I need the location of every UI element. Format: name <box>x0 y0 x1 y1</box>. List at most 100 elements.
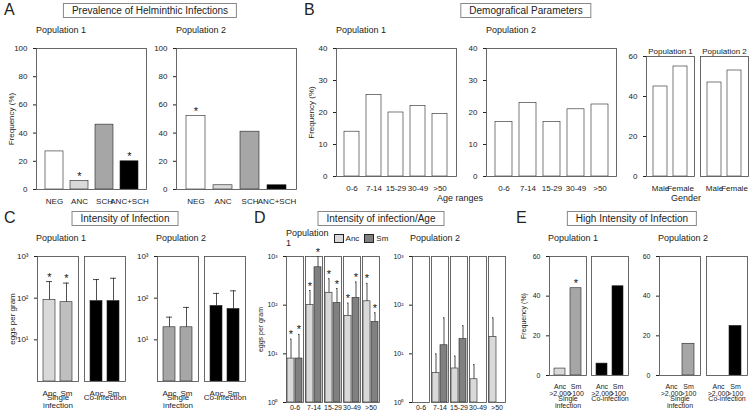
svg-text:Frequency (%): Frequency (%) <box>7 92 16 145</box>
svg-text:40: 40 <box>533 292 541 299</box>
svg-text:20: 20 <box>629 132 638 141</box>
svg-text:10²: 10² <box>267 301 278 308</box>
svg-text:30: 30 <box>319 76 328 85</box>
svg-text:Population 2: Population 2 <box>702 47 747 56</box>
svg-text:Sm: Sm <box>108 389 120 398</box>
svg-text:60: 60 <box>643 253 651 260</box>
svg-text:ANC: ANC <box>71 197 88 205</box>
svg-text:Frequency (%): Frequency (%) <box>307 86 316 139</box>
svg-text:*: * <box>64 272 69 284</box>
svg-text:Female: Female <box>667 184 694 192</box>
svg-text:7-14: 7-14 <box>520 184 537 192</box>
svg-text:>50: >50 <box>365 404 377 411</box>
svg-text:0: 0 <box>473 172 478 181</box>
svg-text:ANC+SCH: ANC+SCH <box>258 197 297 205</box>
svg-text:*: * <box>316 246 321 258</box>
svg-text:Sm>100: Sm>100 <box>568 383 584 397</box>
svg-text:20: 20 <box>643 332 651 339</box>
svg-text:30-49: 30-49 <box>469 404 487 411</box>
svg-text:eggs per gram: eggs per gram <box>257 307 265 352</box>
svg-text:10³: 10³ <box>137 252 149 261</box>
svg-text:80: 80 <box>19 72 28 81</box>
svg-text:eggs per gram: eggs per gram <box>8 293 17 345</box>
svg-text:40: 40 <box>643 292 651 299</box>
svg-text:0-6: 0-6 <box>346 184 358 192</box>
svg-text:60: 60 <box>533 253 541 260</box>
svg-text:*: * <box>47 271 52 283</box>
svg-text:10: 10 <box>469 140 478 149</box>
svg-text:Anc>2,000: Anc>2,000 <box>661 383 683 397</box>
svg-text:Anc: Anc <box>90 389 104 398</box>
svg-text:40: 40 <box>319 44 328 53</box>
svg-text:Population 1: Population 1 <box>648 47 693 56</box>
svg-text:Singleinfection: Singleinfection <box>555 395 581 409</box>
svg-text:10⁰: 10⁰ <box>394 399 405 406</box>
svg-text:>50: >50 <box>491 404 503 411</box>
svg-text:20: 20 <box>533 332 541 339</box>
svg-text:10³: 10³ <box>393 253 404 260</box>
svg-text:10¹: 10¹ <box>393 350 404 357</box>
svg-text:*: * <box>194 105 199 117</box>
svg-text:0: 0 <box>23 185 28 194</box>
svg-text:>50: >50 <box>433 184 447 192</box>
svg-text:NEG: NEG <box>46 197 63 205</box>
svg-text:NEG: NEG <box>187 197 204 205</box>
svg-text:30-49: 30-49 <box>566 184 587 192</box>
svg-text:Anc: Anc <box>163 389 177 398</box>
svg-text:*: * <box>574 277 579 289</box>
svg-text:10²: 10² <box>137 294 149 303</box>
svg-text:Sm: Sm <box>61 389 73 398</box>
svg-text:20: 20 <box>19 157 28 166</box>
svg-text:20: 20 <box>469 108 478 117</box>
svg-text:15-29: 15-29 <box>450 404 468 411</box>
svg-text:15-29: 15-29 <box>542 184 563 192</box>
svg-text:*: * <box>365 272 370 284</box>
svg-text:100: 100 <box>154 44 168 53</box>
svg-text:10³: 10³ <box>267 253 278 260</box>
svg-text:30: 30 <box>469 76 478 85</box>
svg-text:30-49: 30-49 <box>343 404 361 411</box>
svg-text:*: * <box>335 278 340 290</box>
svg-text:*: * <box>327 268 332 280</box>
svg-text:60: 60 <box>159 100 168 109</box>
svg-text:SCH: SCH <box>242 197 259 205</box>
svg-text:0: 0 <box>323 172 328 181</box>
svg-text:ANC+SCH: ANC+SCH <box>110 197 149 205</box>
svg-text:80: 80 <box>159 72 168 81</box>
svg-text:Sm>100: Sm>100 <box>728 383 744 397</box>
svg-text:10⁰: 10⁰ <box>268 399 279 406</box>
svg-text:30-49: 30-49 <box>408 184 429 192</box>
svg-text:0-6: 0-6 <box>290 404 300 411</box>
svg-text:60: 60 <box>629 52 638 61</box>
svg-text:0: 0 <box>163 185 168 194</box>
svg-text:10¹: 10¹ <box>267 350 278 357</box>
svg-text:15-29: 15-29 <box>324 404 342 411</box>
svg-text:10³: 10³ <box>17 252 29 261</box>
svg-text:Female: Female <box>721 184 748 192</box>
svg-text:40: 40 <box>19 129 28 138</box>
svg-text:*: * <box>297 323 302 335</box>
svg-text:10¹: 10¹ <box>17 335 29 344</box>
svg-text:Sm>100: Sm>100 <box>681 383 697 397</box>
svg-text:0-6: 0-6 <box>416 404 426 411</box>
svg-text:*: * <box>354 271 359 283</box>
svg-text:10²: 10² <box>393 301 404 308</box>
svg-text:Frequency (%): Frequency (%) <box>520 293 528 339</box>
svg-text:*: * <box>127 150 132 162</box>
svg-text:*: * <box>346 292 351 304</box>
svg-text:60: 60 <box>19 100 28 109</box>
svg-text:0: 0 <box>537 372 541 379</box>
svg-text:10¹: 10¹ <box>137 335 149 344</box>
svg-text:40: 40 <box>159 129 168 138</box>
svg-text:0: 0 <box>647 372 651 379</box>
svg-text:40: 40 <box>629 92 638 101</box>
svg-text:*: * <box>308 280 313 292</box>
svg-text:7-14: 7-14 <box>366 184 383 192</box>
svg-text:*: * <box>289 328 294 340</box>
svg-text:0-6: 0-6 <box>498 184 510 192</box>
svg-text:Sm: Sm <box>228 389 240 398</box>
svg-text:Anc>2,000: Anc>2,000 <box>708 383 730 397</box>
svg-text:40: 40 <box>469 44 478 53</box>
svg-text:10²: 10² <box>17 294 29 303</box>
svg-text:ANC: ANC <box>215 197 232 205</box>
